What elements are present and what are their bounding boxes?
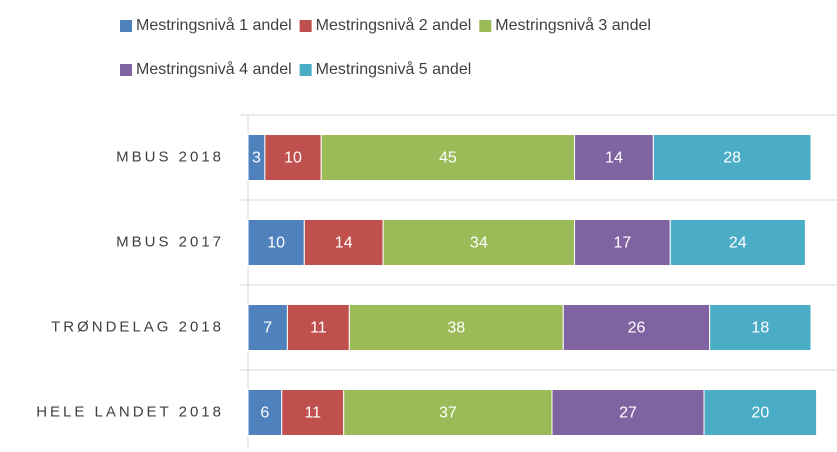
legend-swatch (120, 64, 132, 76)
bar-segment (382, 219, 576, 266)
data-label: 27 (619, 405, 637, 422)
category-label: MBUS 2018 (116, 148, 224, 165)
category-label: TRØNDELAG 2018 (51, 318, 224, 335)
data-label: 24 (729, 235, 747, 252)
legend-swatch (120, 20, 132, 32)
data-label: 34 (470, 235, 488, 252)
legend-swatch (479, 20, 492, 32)
bar-segment (343, 389, 553, 436)
data-label: 17 (613, 235, 631, 252)
legend-label: Mestringsnivå 2 andel (316, 16, 472, 34)
data-label: 18 (751, 320, 769, 337)
legend-label: Mestringsnivå 3 andel (495, 16, 651, 34)
data-label: 3 (252, 150, 261, 167)
data-label: 6 (260, 405, 269, 422)
data-label: 10 (284, 150, 302, 167)
legend-swatch (299, 20, 312, 32)
bar-segment (562, 304, 711, 351)
data-label: 11 (310, 320, 327, 337)
data-label: 14 (335, 235, 353, 252)
category-label: MBUS 2017 (116, 233, 224, 250)
data-label: 10 (267, 235, 285, 252)
bar-segment (652, 134, 812, 181)
legend-label: Mestringsnivå 5 andel (316, 60, 472, 78)
category-label: HELE LANDET 2018 (36, 403, 224, 420)
data-label: 37 (439, 405, 457, 422)
legend-label: Mestringsnivå 4 andel (136, 60, 292, 78)
bar-segment (281, 389, 345, 436)
bar-segment (709, 304, 812, 351)
bar-segment (551, 389, 705, 436)
legend-label: Mestringsnivå 1 andel (136, 16, 292, 34)
data-label: 26 (628, 320, 646, 337)
bar-segment (348, 304, 564, 351)
bar-segment (320, 134, 576, 181)
data-label: 28 (723, 150, 741, 167)
bar-segment (303, 219, 384, 266)
bar-segment (574, 219, 671, 266)
data-label: 11 (304, 405, 321, 422)
bar-segment (247, 389, 283, 436)
data-label: 20 (751, 405, 769, 422)
data-label: 14 (605, 150, 623, 167)
legend-swatch (299, 64, 312, 76)
bar-segment (703, 389, 818, 436)
data-label: 38 (447, 320, 465, 337)
bar-segment (286, 304, 350, 351)
bar-segment (669, 219, 806, 266)
data-label: 45 (439, 150, 457, 167)
bar-segment (264, 134, 322, 181)
data-label: 7 (263, 320, 272, 337)
